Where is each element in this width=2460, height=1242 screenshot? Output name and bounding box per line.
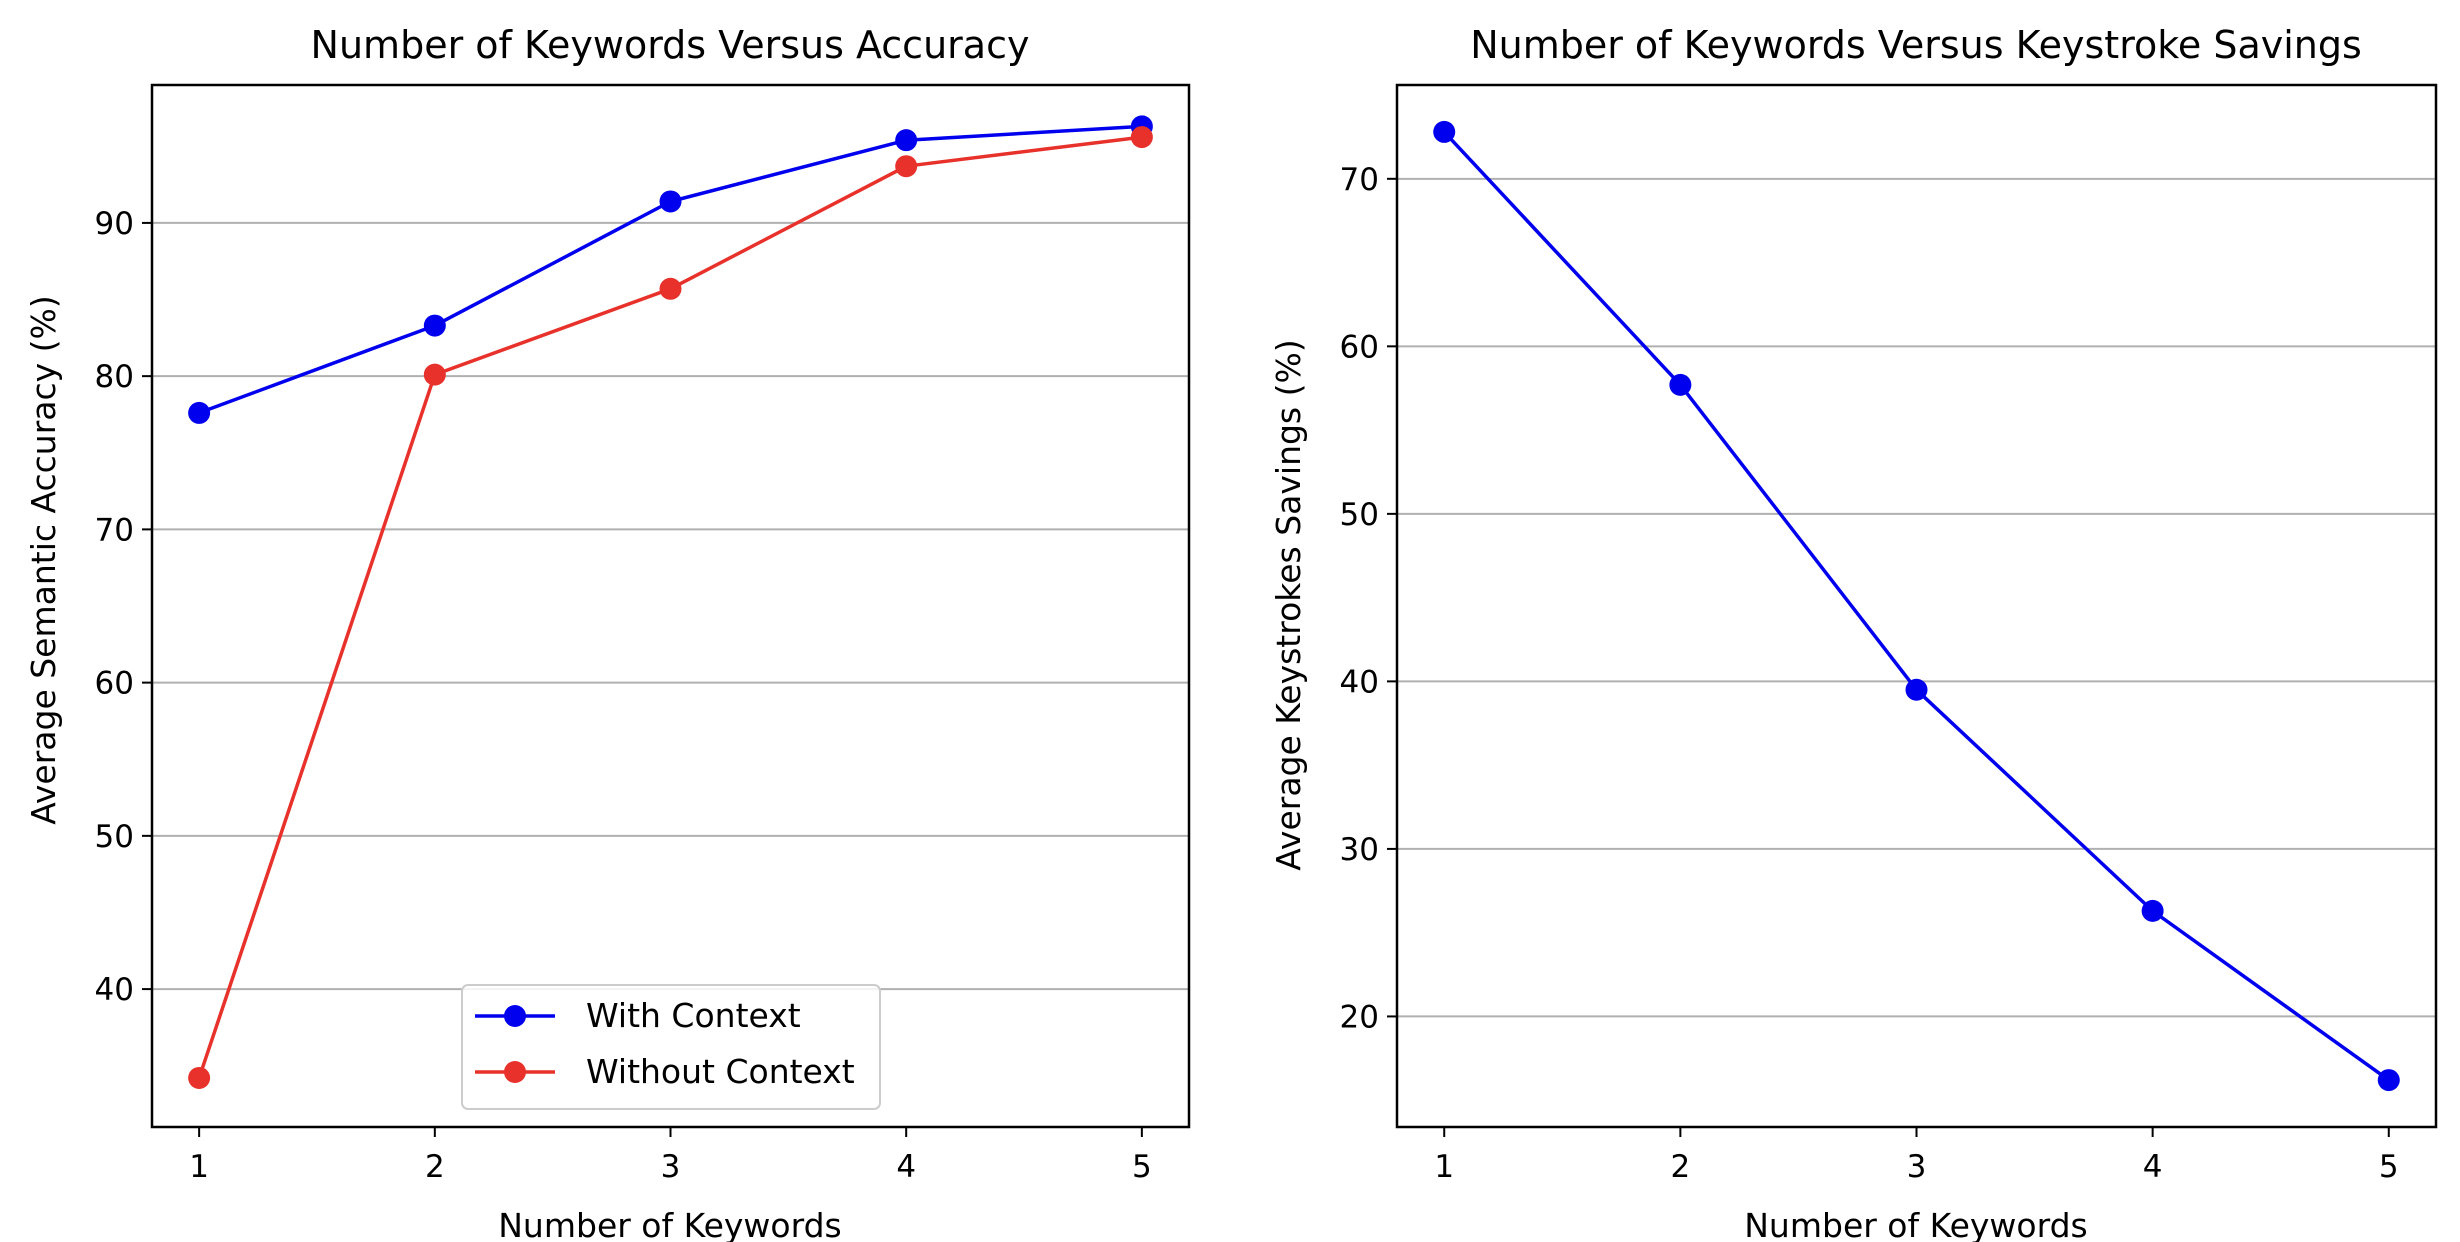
legend-marker-without-context bbox=[504, 1061, 526, 1083]
x-axis-label: Number of Keywords bbox=[498, 1206, 842, 1242]
legend-box bbox=[461, 984, 881, 1110]
x-tick-label: 4 bbox=[896, 1149, 916, 1185]
keystroke-savings-chart: Number of Keywords Versus Keystroke Savi… bbox=[1269, 23, 2438, 1242]
y-tick-label: 60 bbox=[95, 666, 134, 702]
series-line-series-1 bbox=[1442, 130, 2390, 1082]
y-axis-label: Average Keystrokes Savings (%) bbox=[1269, 339, 1308, 870]
plot-frame bbox=[150, 83, 1191, 1129]
y-tick-label: 90 bbox=[95, 206, 134, 242]
x-tick-label: 5 bbox=[1132, 1149, 1152, 1185]
series bbox=[188, 115, 1153, 1089]
data-point-without-context bbox=[188, 1066, 211, 1089]
data-point-series-1 bbox=[1433, 120, 1456, 143]
x-tick-label: 1 bbox=[189, 1149, 209, 1185]
x-tick-label: 3 bbox=[1907, 1149, 1927, 1185]
x-tick-label: 2 bbox=[1670, 1149, 1690, 1185]
y-tick-label: 50 bbox=[1340, 497, 1379, 533]
data-point-without-context bbox=[895, 155, 918, 178]
data-point-series-1 bbox=[1669, 373, 1692, 396]
legend-marker-with-context bbox=[504, 1005, 526, 1027]
ticks: 20 30 40 50 60 70 1 2 3 4 5 bbox=[1340, 162, 2399, 1185]
data-point-series-1 bbox=[1905, 678, 1928, 701]
series-line-with-context bbox=[198, 124, 1143, 415]
y-tick-label: 70 bbox=[95, 512, 134, 548]
y-tick-label: 50 bbox=[95, 819, 134, 855]
chart-title: Number of Keywords Versus Keystroke Savi… bbox=[1470, 23, 2362, 67]
grid-lines bbox=[1397, 177, 2436, 1018]
legend-label-with-context: With Context bbox=[586, 996, 801, 1035]
y-axis-label: Average Semantic Accuracy (%) bbox=[24, 295, 63, 825]
data-point-series-1 bbox=[2141, 899, 2164, 922]
x-axis-label: Number of Keywords bbox=[1744, 1206, 2088, 1242]
series bbox=[1433, 120, 2400, 1092]
x-tick-label: 3 bbox=[661, 1149, 681, 1185]
y-tick-label: 40 bbox=[1340, 664, 1379, 700]
y-tick-label: 80 bbox=[95, 359, 134, 395]
y-tick-label: 30 bbox=[1340, 832, 1379, 868]
data-point-with-context bbox=[423, 314, 446, 337]
x-tick-label: 4 bbox=[2143, 1149, 2163, 1185]
y-tick-label: 20 bbox=[1340, 999, 1379, 1035]
data-point-with-context bbox=[659, 190, 682, 213]
x-tick-label: 1 bbox=[1434, 1149, 1454, 1185]
y-tick-label: 60 bbox=[1340, 329, 1379, 365]
data-point-without-context bbox=[423, 363, 446, 386]
plot-frame bbox=[1395, 83, 2438, 1129]
x-tick-label: 2 bbox=[425, 1149, 445, 1185]
data-point-without-context bbox=[659, 277, 682, 300]
legend: With Context Without Context bbox=[461, 984, 881, 1110]
data-point-with-context bbox=[188, 401, 211, 424]
accuracy-chart: Number of Keywords Versus Accuracy Numbe… bbox=[24, 23, 1191, 1242]
data-point-with-context bbox=[895, 129, 918, 152]
grid-lines bbox=[152, 221, 1189, 991]
data-point-without-context bbox=[1130, 126, 1153, 149]
x-tick-label: 5 bbox=[2379, 1149, 2399, 1185]
y-tick-label: 40 bbox=[95, 972, 134, 1008]
y-tick-label: 70 bbox=[1340, 162, 1379, 198]
chart-title: Number of Keywords Versus Accuracy bbox=[311, 23, 1030, 67]
legend-label-without-context: Without Context bbox=[586, 1052, 855, 1091]
ticks: 40 50 60 70 80 90 1 2 3 4 5 bbox=[95, 206, 1152, 1185]
data-point-series-1 bbox=[2377, 1069, 2400, 1092]
